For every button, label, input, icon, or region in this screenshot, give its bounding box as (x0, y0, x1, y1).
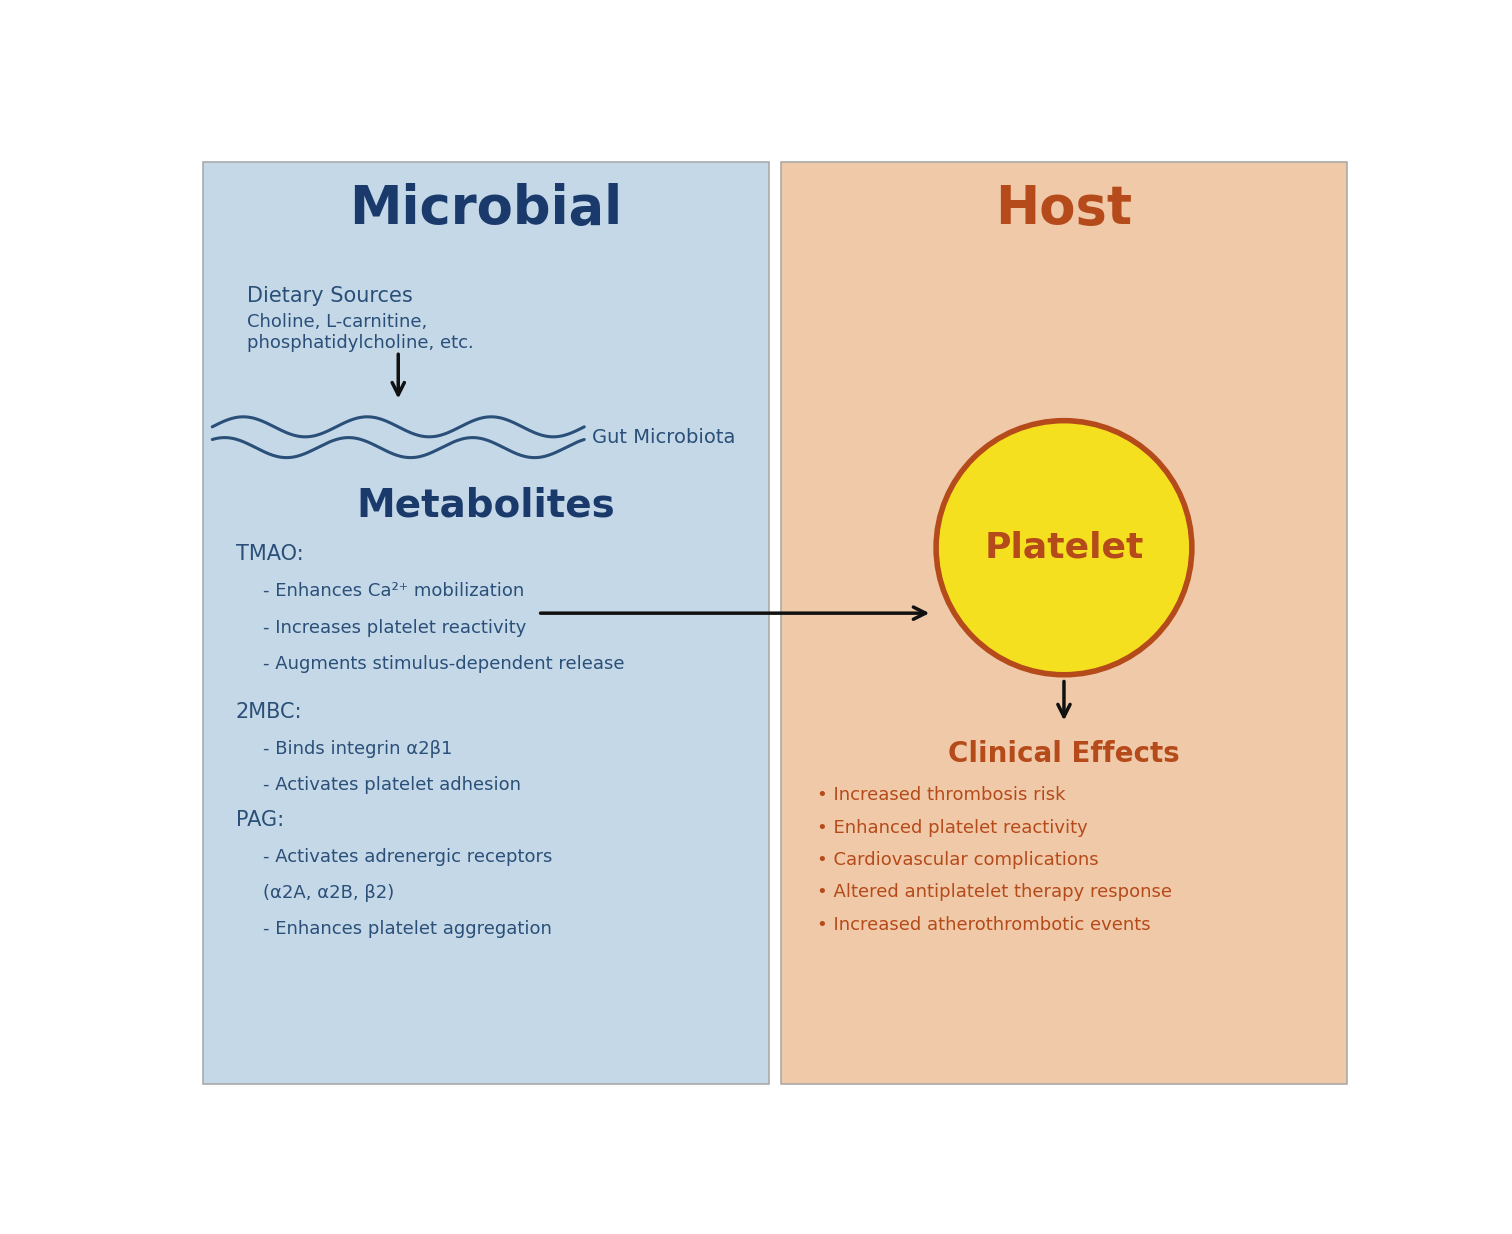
Text: - Enhances platelet aggregation: - Enhances platelet aggregation (263, 921, 552, 938)
Text: Host: Host (995, 183, 1132, 234)
Text: Metabolites: Metabolites (357, 486, 615, 524)
Text: - Activates adrenergic receptors: - Activates adrenergic receptors (263, 848, 552, 866)
Circle shape (936, 421, 1191, 675)
Text: - Increases platelet reactivity: - Increases platelet reactivity (263, 618, 526, 637)
Text: • Increased thrombosis risk: • Increased thrombosis risk (816, 786, 1066, 805)
Text: • Cardiovascular complications: • Cardiovascular complications (816, 851, 1098, 869)
Text: 2MBC:: 2MBC: (236, 702, 302, 722)
Text: TMAO:: TMAO: (236, 544, 302, 564)
Text: (α2A, α2B, β2): (α2A, α2B, β2) (263, 885, 393, 902)
Text: • Increased atherothrombotic events: • Increased atherothrombotic events (816, 916, 1151, 934)
Text: Gut Microbiota: Gut Microbiota (593, 428, 735, 447)
Text: • Enhanced platelet reactivity: • Enhanced platelet reactivity (816, 818, 1087, 837)
Text: - Binds integrin α2β1: - Binds integrin α2β1 (263, 740, 452, 758)
Bar (203, 162, 768, 1085)
Bar (782, 162, 1347, 1085)
Text: PAG:: PAG: (236, 810, 284, 829)
Text: Clinical Effects: Clinical Effects (948, 740, 1179, 769)
Text: - Activates platelet adhesion: - Activates platelet adhesion (263, 776, 520, 795)
Text: Microbial: Microbial (349, 183, 623, 234)
Text: - Enhances Ca²⁺ mobilization: - Enhances Ca²⁺ mobilization (263, 582, 523, 601)
Text: Dietary Sources: Dietary Sources (246, 286, 413, 306)
Text: - Augments stimulus-dependent release: - Augments stimulus-dependent release (263, 655, 624, 673)
Text: Choline, L-carnitine,
phosphatidylcholine, etc.: Choline, L-carnitine, phosphatidylcholin… (246, 313, 473, 352)
Text: Platelet: Platelet (984, 531, 1143, 565)
Text: • Altered antiplatelet therapy response: • Altered antiplatelet therapy response (816, 884, 1172, 901)
